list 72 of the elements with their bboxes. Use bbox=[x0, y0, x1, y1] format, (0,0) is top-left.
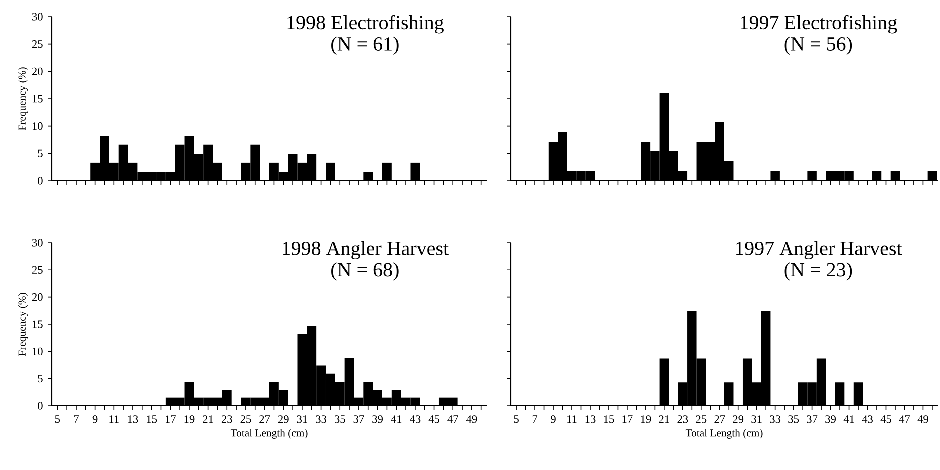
y-tick-label: 30 bbox=[32, 13, 43, 21]
x-tick-label: 27 bbox=[714, 416, 726, 424]
x-tick-label: 33 bbox=[770, 416, 781, 424]
y-tick-label: 20 bbox=[32, 294, 43, 302]
y-axis-title: Frequency (%) bbox=[18, 293, 28, 356]
text: (N = 61) bbox=[332, 36, 399, 56]
x-tick-label: 23 bbox=[678, 416, 688, 424]
x-tick-label: 25 bbox=[696, 416, 707, 424]
x-tick-label: 43 bbox=[410, 416, 421, 424]
x-tick-label: 29 bbox=[278, 416, 289, 424]
x-tick-label: 43 bbox=[862, 416, 873, 424]
y-tick-label: 0 bbox=[38, 177, 43, 185]
y-tick-label: 10 bbox=[32, 348, 43, 356]
x-tick-label: 31 bbox=[297, 416, 308, 424]
x-tick-label: 21 bbox=[203, 416, 214, 424]
y-tick-label: 5 bbox=[38, 375, 43, 383]
y-tick-label: 15 bbox=[32, 95, 43, 103]
x-tick-label: 37 bbox=[807, 416, 818, 424]
x-tick-label: 25 bbox=[240, 416, 252, 424]
x-tick-label: 27 bbox=[260, 416, 270, 424]
x-tick-label: 45 bbox=[428, 416, 440, 424]
chart-title: 1998 Angler Harvest bbox=[283, 241, 449, 260]
x-tick-label: 15 bbox=[604, 416, 614, 424]
x-tick-label: 7 bbox=[74, 416, 79, 424]
x-tick-label: 31 bbox=[752, 416, 762, 424]
x-tick-label: 39 bbox=[372, 416, 383, 424]
x-tick-label: 37 bbox=[354, 416, 364, 424]
x-tick-label: 17 bbox=[622, 416, 633, 424]
y-tick-label: 5 bbox=[38, 150, 43, 158]
x-tick-label: 45 bbox=[880, 416, 892, 424]
x-tick-label: 23 bbox=[222, 416, 232, 424]
x-tick-label: 17 bbox=[166, 416, 176, 424]
x-tick-label: 41 bbox=[844, 416, 854, 424]
y-tick-label: 20 bbox=[32, 68, 43, 76]
x-axis-title: Total Length (cm) bbox=[686, 429, 763, 439]
x-tick-label: 33 bbox=[316, 416, 327, 424]
x-tick-label: 35 bbox=[334, 416, 346, 424]
text: (N = 23) bbox=[784, 262, 852, 281]
x-tick-label: 49 bbox=[466, 416, 478, 424]
y-tick-label: 10 bbox=[32, 122, 43, 130]
x-tick-label: 39 bbox=[826, 416, 836, 424]
text: (N = 56) bbox=[784, 36, 852, 56]
x-tick-label: 9 bbox=[551, 416, 556, 424]
x-tick-label: 19 bbox=[184, 416, 195, 424]
chart-title: 1997 Electrofishing bbox=[741, 15, 898, 34]
x-axis-title: Total Length (cm) bbox=[230, 429, 308, 439]
x-tick-label: 11 bbox=[568, 416, 577, 424]
x-tick-label: 5 bbox=[55, 416, 60, 424]
x-tick-label: 9 bbox=[92, 416, 98, 424]
x-tick-label: 7 bbox=[532, 416, 538, 424]
x-tick-label: 47 bbox=[899, 416, 910, 424]
x-tick-label: 21 bbox=[659, 416, 670, 424]
chart-title: 1998 Electrofishing bbox=[288, 15, 444, 34]
x-tick-label: 47 bbox=[448, 416, 458, 424]
y-tick-label: 30 bbox=[32, 239, 43, 247]
x-tick-label: 5 bbox=[514, 416, 519, 424]
text: (N = 68) bbox=[332, 262, 399, 281]
y-tick-label: 25 bbox=[32, 40, 43, 48]
x-tick-label: 11 bbox=[110, 416, 119, 424]
chart-title: 1997 Angler Harvest bbox=[736, 241, 902, 260]
y-tick-label: 15 bbox=[32, 320, 43, 328]
x-tick-label: 35 bbox=[788, 416, 800, 424]
y-tick-label: 25 bbox=[32, 266, 43, 274]
x-tick-label: 41 bbox=[391, 416, 402, 424]
x-tick-label: 19 bbox=[641, 416, 652, 424]
x-tick-label: 15 bbox=[147, 416, 158, 424]
x-tick-label: 29 bbox=[733, 416, 744, 424]
x-tick-label: 13 bbox=[128, 416, 138, 424]
x-tick-label: 13 bbox=[586, 416, 596, 424]
y-tick-label: 0 bbox=[38, 402, 43, 410]
x-tick-label: 49 bbox=[918, 416, 928, 424]
y-axis-title: Frequency (%) bbox=[18, 68, 28, 131]
